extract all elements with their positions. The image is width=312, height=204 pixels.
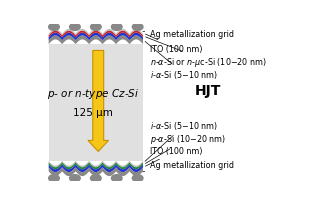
Text: $i$-$\alpha$-Si (5−10 nm): $i$-$\alpha$-Si (5−10 nm) — [145, 120, 218, 162]
Polygon shape — [49, 33, 143, 41]
Text: HJT: HJT — [195, 83, 222, 98]
Text: 125 μm: 125 μm — [73, 108, 113, 118]
Polygon shape — [49, 161, 143, 167]
Polygon shape — [49, 36, 143, 45]
Polygon shape — [49, 165, 143, 172]
Polygon shape — [88, 51, 109, 152]
Text: $n$-$\alpha$-Si or $n$-$\mu$c-Si (10−20 nm): $n$-$\alpha$-Si or $n$-$\mu$c-Si (10−20 … — [146, 38, 267, 69]
Circle shape — [90, 24, 101, 31]
Circle shape — [49, 24, 59, 31]
Text: Ag metallization grid: Ag metallization grid — [143, 30, 234, 39]
Bar — [49, 45, 143, 161]
Polygon shape — [49, 167, 143, 176]
Circle shape — [132, 175, 143, 182]
Circle shape — [111, 24, 122, 31]
Circle shape — [49, 175, 59, 182]
Circle shape — [90, 175, 101, 182]
Circle shape — [132, 24, 143, 31]
Circle shape — [70, 175, 80, 182]
Polygon shape — [49, 31, 143, 38]
Text: ITO (100 nm): ITO (100 nm) — [145, 146, 203, 166]
Text: $p$-$\alpha$-Si (10−20 nm): $p$-$\alpha$-Si (10−20 nm) — [145, 132, 226, 164]
Text: $p$- or $n$-type $Cz$-Si: $p$- or $n$-type $Cz$-Si — [47, 87, 139, 101]
Polygon shape — [49, 30, 143, 36]
Circle shape — [111, 175, 122, 182]
Text: ITO (100 nm): ITO (100 nm) — [145, 35, 203, 53]
Text: $i$-$\alpha$-Si (5−10 nm): $i$-$\alpha$-Si (5−10 nm) — [145, 42, 218, 81]
Text: Ag metallization grid: Ag metallization grid — [143, 160, 234, 172]
Circle shape — [70, 24, 80, 31]
Polygon shape — [49, 163, 143, 170]
